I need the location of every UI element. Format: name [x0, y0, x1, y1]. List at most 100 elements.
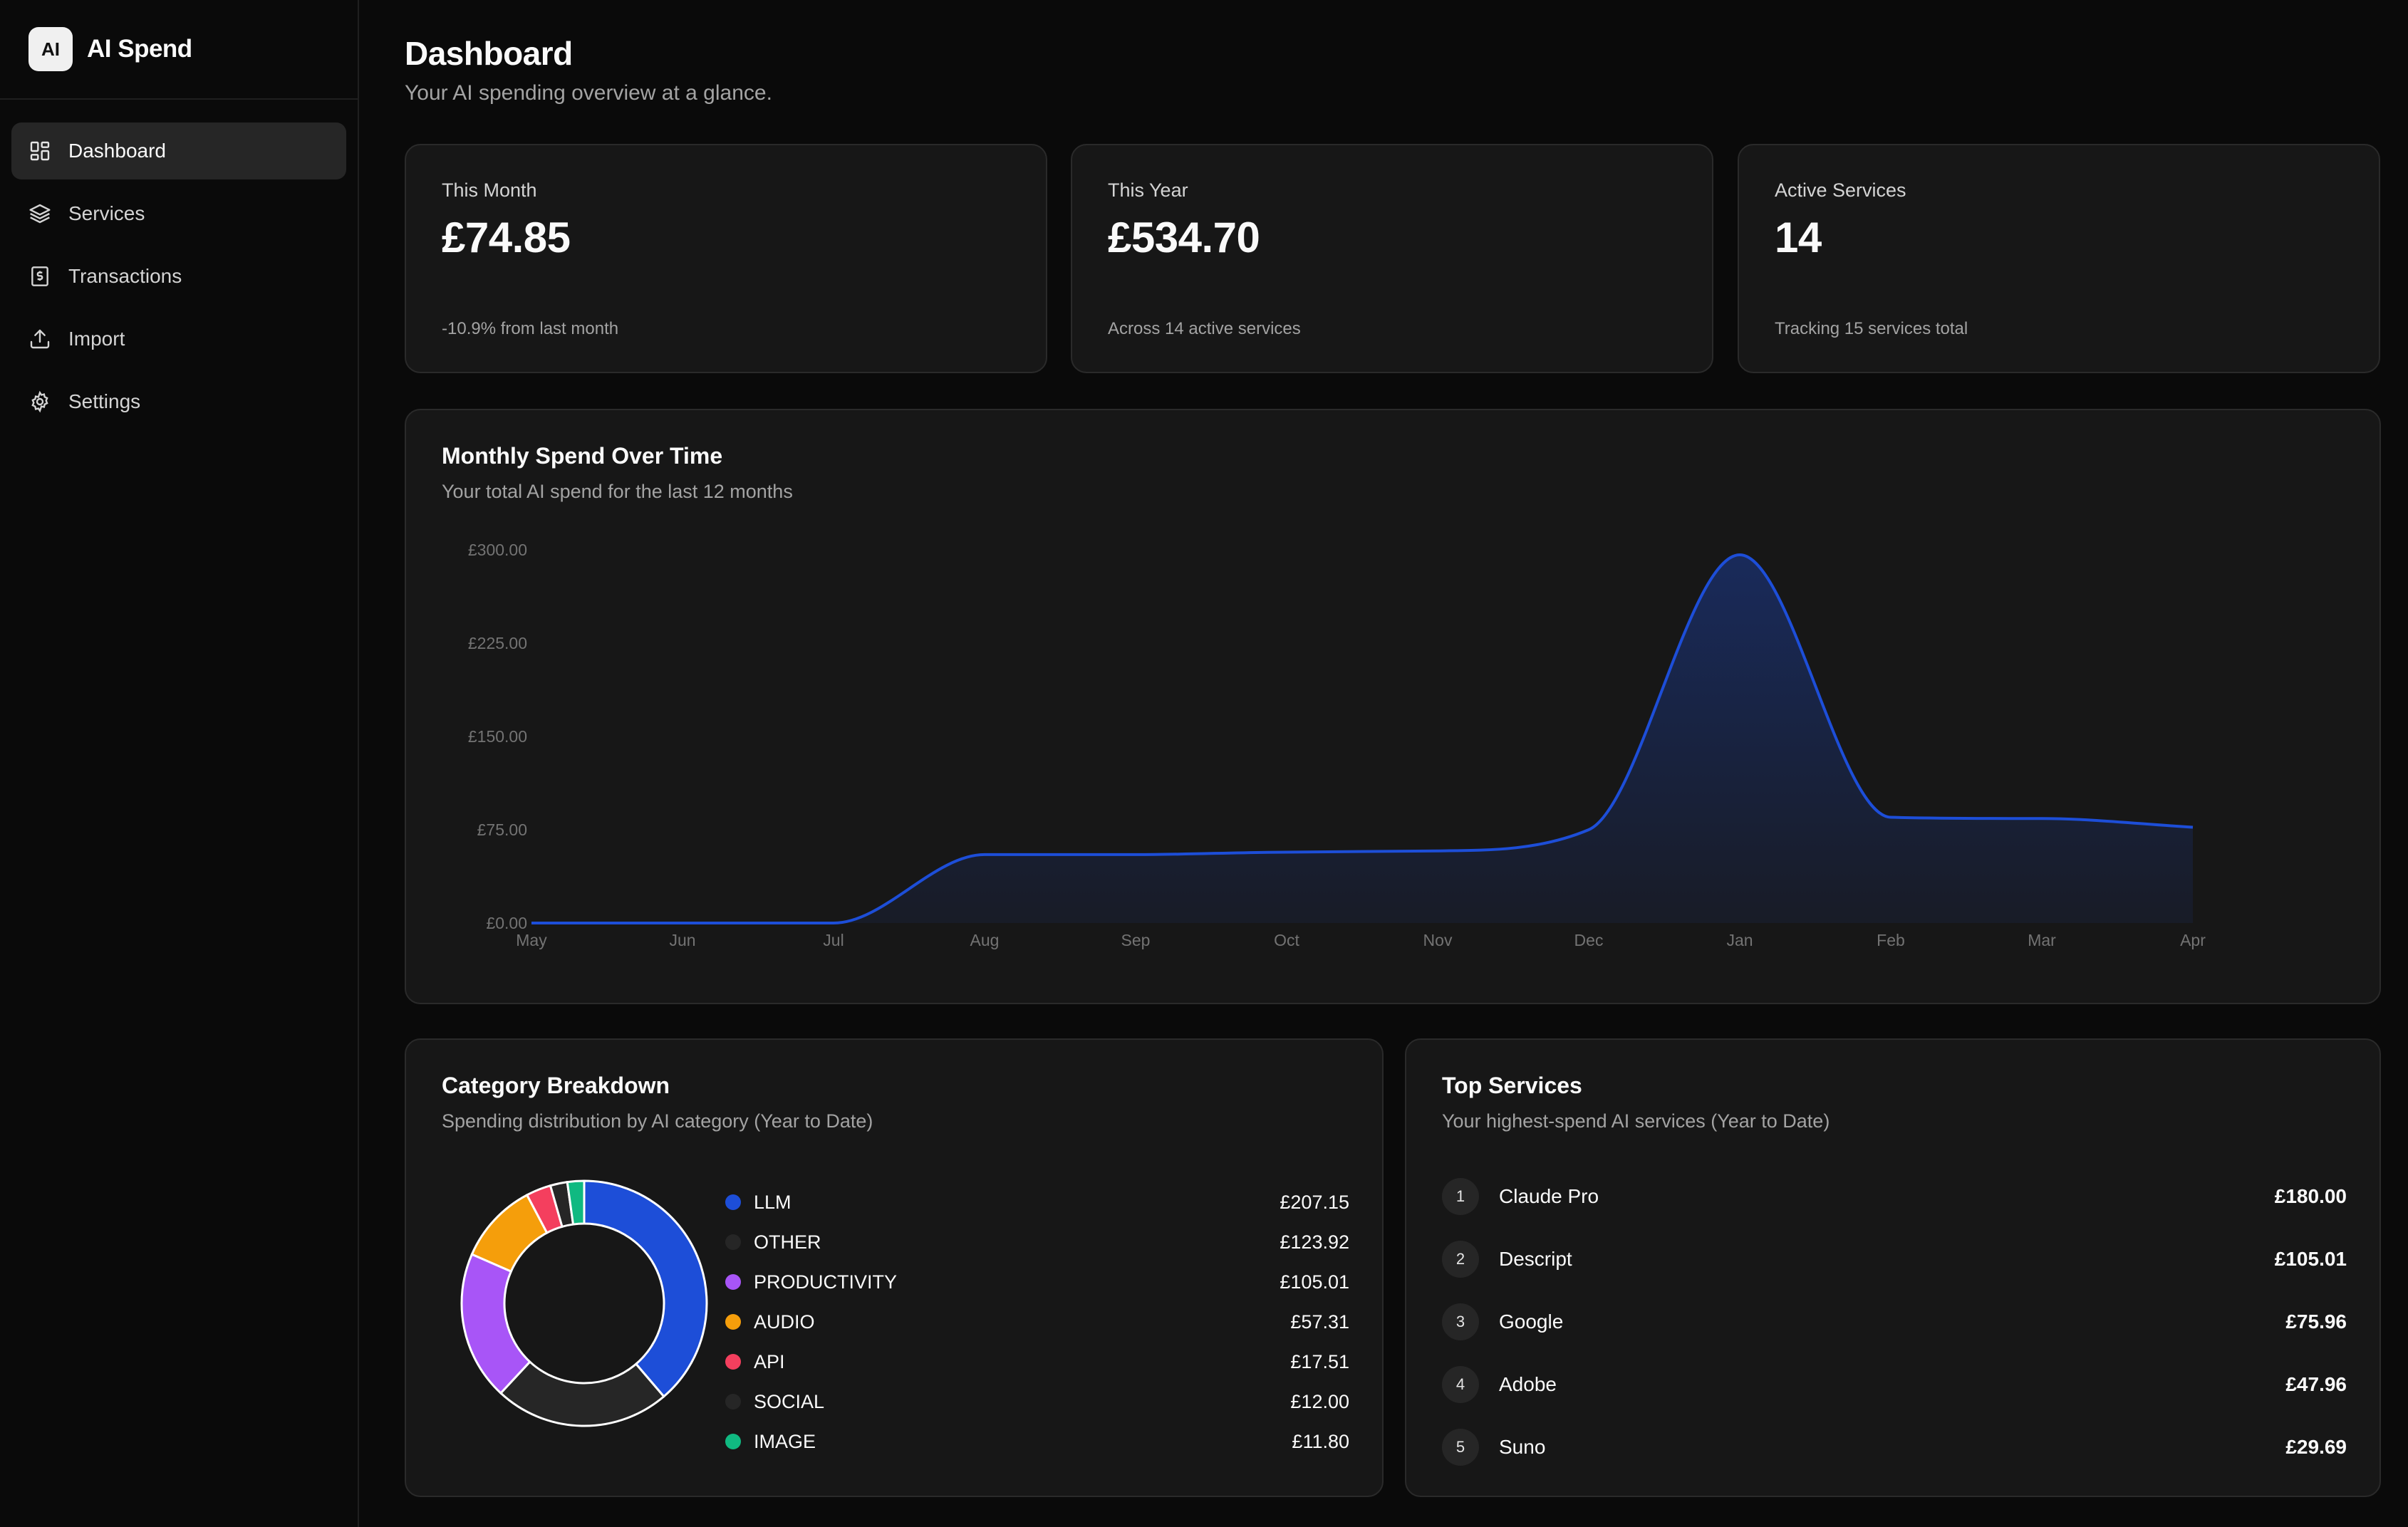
service-row[interactable]: 3 Google £75.96 [1442, 1291, 2347, 1353]
sidebar-item-settings[interactable]: Settings [11, 373, 346, 430]
donut-slice[interactable] [583, 1179, 708, 1398]
service-name: Descript [1499, 1248, 1572, 1270]
stat-label: This Month [442, 179, 537, 201]
spend-point[interactable] [1285, 850, 1289, 854]
rank-badge: 5 [1442, 1429, 1479, 1466]
sidebar: AI AI Spend Dashboard Services [0, 0, 359, 1527]
legend-dot [725, 1274, 741, 1290]
brand[interactable]: AI AI Spend [0, 0, 358, 100]
donut-slice[interactable] [499, 1360, 665, 1427]
legend-value: £105.01 [1280, 1271, 1349, 1293]
x-tick-label: Mar [2028, 931, 2056, 949]
card-title: Monthly Spend Over Time [442, 443, 723, 469]
y-tick-label: £75.00 [477, 820, 527, 839]
legend-value: £11.80 [1292, 1430, 1349, 1452]
legend-name: SOCIAL [754, 1390, 825, 1412]
spend-point[interactable] [1436, 849, 1440, 853]
x-tick-label: Nov [1423, 931, 1453, 949]
monthly-spend-chart[interactable]: £0.00 £75.00 £150.00 £225.00 £300.00 May Jun Ju… [406, 410, 2380, 1003]
rank-badge: 2 [1442, 1241, 1479, 1278]
receipt-icon [31, 266, 48, 286]
top-services-card: Top Services Your highest-spend AI servi… [1405, 1038, 2381, 1497]
legend-item[interactable]: API £17.51 [725, 1342, 1349, 1382]
sidebar-item-label: Import [68, 328, 125, 350]
sidebar-item-dashboard[interactable]: Dashboard [11, 123, 346, 179]
spend-point[interactable] [2191, 825, 2195, 830]
service-amount: £180.00 [2274, 1185, 2347, 1207]
category-donut-chart[interactable] [456, 1175, 712, 1432]
stat-card-this-year: This Year £534.70 Across 14 active servi… [1071, 144, 1713, 373]
legend-dot [725, 1194, 741, 1210]
x-tick-label: Jan [1726, 931, 1753, 949]
legend-item[interactable]: LLM £207.15 [725, 1182, 1349, 1222]
sidebar-item-label: Services [68, 202, 145, 224]
service-row[interactable]: 2 Descript £105.01 [1442, 1228, 2347, 1291]
legend-value: £57.31 [1290, 1310, 1349, 1333]
legend-item[interactable]: SOCIAL £12.00 [725, 1382, 1349, 1422]
stat-label: This Year [1108, 179, 1188, 201]
x-tick-label: Oct [1274, 931, 1299, 949]
sidebar-item-transactions[interactable]: Transactions [11, 248, 346, 305]
spend-point[interactable] [1738, 553, 1742, 557]
legend-name: OTHER [754, 1231, 821, 1253]
legend-item[interactable]: OTHER £123.92 [725, 1222, 1349, 1262]
stat-card-this-month: This Month £74.85 -10.9% from last month [405, 144, 1047, 373]
x-tick-label: Jun [669, 931, 695, 949]
legend-value: £12.00 [1290, 1390, 1349, 1412]
x-tick-label: Sep [1121, 931, 1151, 949]
x-tick-label: May [516, 931, 547, 949]
legend-value: £17.51 [1290, 1350, 1349, 1372]
spend-point[interactable] [831, 921, 836, 925]
page-title: Dashboard [405, 35, 573, 72]
y-tick-label: £225.00 [468, 634, 527, 652]
card-description: Spending distribution by AI category (Ye… [442, 1110, 873, 1132]
service-name: Adobe [1499, 1373, 1557, 1395]
rank-badge: 1 [1442, 1178, 1479, 1215]
sidebar-item-label: Settings [68, 390, 141, 412]
spend-point[interactable] [1133, 853, 1138, 857]
category-legend: LLM £207.15 OTHER £123.92 PRODUCTIVITY £105.0… [725, 1182, 1349, 1461]
spend-line[interactable] [531, 553, 2194, 925]
legend-item[interactable]: PRODUCTIVITY £105.01 [725, 1262, 1349, 1302]
x-tick-label: Jul [823, 931, 844, 949]
spend-area [531, 554, 2193, 923]
legend-name: IMAGE [754, 1430, 816, 1452]
donut-slice[interactable] [460, 1253, 531, 1395]
main-content: Dashboard Your AI spending overview at a… [359, 0, 2408, 1527]
card-title: Top Services [1442, 1073, 1582, 1098]
stat-value: £74.85 [442, 214, 571, 261]
layers-icon [29, 204, 51, 224]
service-amount: £29.69 [2285, 1436, 2347, 1458]
service-row[interactable]: 1 Claude Pro £180.00 [1442, 1165, 2347, 1228]
stat-label: Active Services [1775, 179, 1906, 201]
spend-point[interactable] [680, 921, 685, 925]
x-tick-label: Feb [1877, 931, 1905, 949]
sidebar-item-label: Transactions [68, 265, 182, 287]
legend-dot [725, 1434, 741, 1449]
service-row[interactable]: 4 Adobe £47.96 [1442, 1353, 2347, 1416]
sidebar-nav: Dashboard Services Transactions Import [0, 100, 358, 459]
legend-item[interactable]: IMAGE £11.80 [725, 1422, 1349, 1461]
page-subtitle: Your AI spending overview at a glance. [405, 81, 772, 105]
gear-icon [31, 390, 48, 413]
spend-point[interactable] [2040, 816, 2044, 820]
legend-name: AUDIO [754, 1310, 815, 1333]
y-tick-label: £0.00 [486, 914, 527, 932]
legend-item[interactable]: AUDIO £57.31 [725, 1302, 1349, 1342]
spend-point[interactable] [1889, 815, 1893, 820]
spend-point[interactable] [982, 853, 987, 857]
legend-dot [725, 1314, 741, 1330]
service-row[interactable]: 5 Suno £29.69 [1442, 1416, 2347, 1479]
spend-point[interactable] [529, 921, 534, 925]
donut-slice[interactable] [566, 1179, 586, 1226]
y-tick-label: £300.00 [468, 541, 527, 559]
spend-point[interactable] [1587, 828, 1591, 832]
legend-value: £123.92 [1280, 1231, 1349, 1253]
stat-card-active-services: Active Services 14 Tracking 15 services … [1738, 144, 2380, 373]
rank-badge: 4 [1442, 1366, 1479, 1403]
card-description: Your highest-spend AI services (Year to … [1442, 1110, 1830, 1132]
legend-name: LLM [754, 1191, 792, 1213]
sidebar-item-import[interactable]: Import [11, 311, 346, 368]
brand-name: AI Spend [87, 35, 192, 63]
sidebar-item-services[interactable]: Services [11, 185, 346, 242]
